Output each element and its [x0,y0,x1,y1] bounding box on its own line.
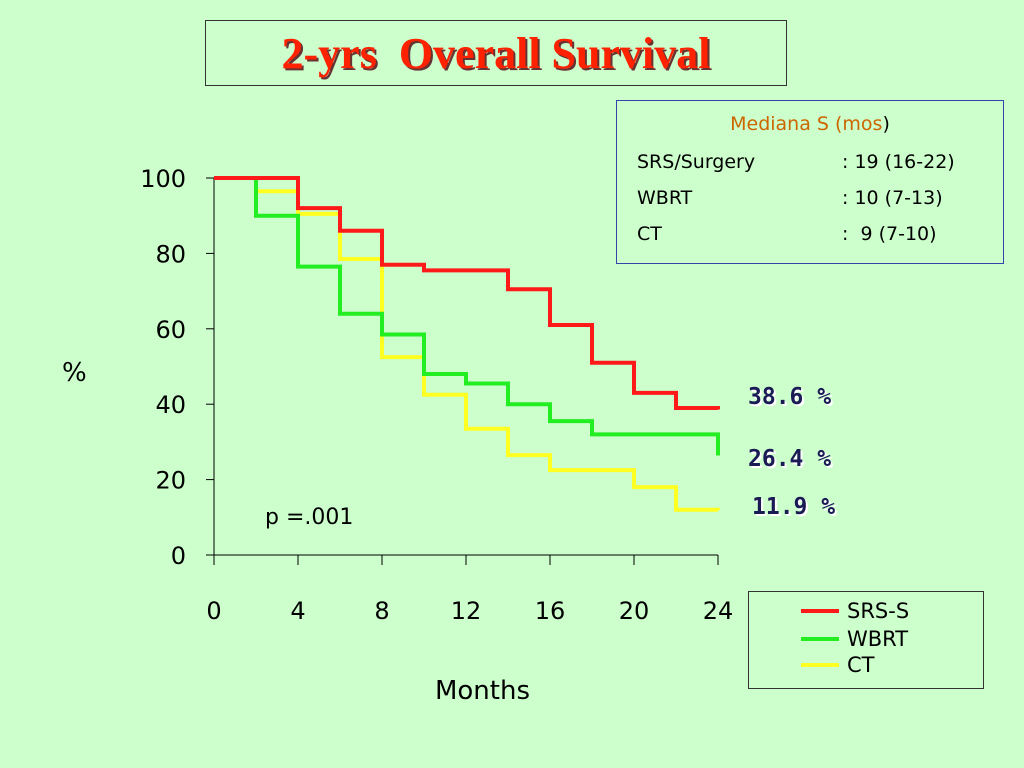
y-tick-label: 100 [140,165,186,193]
y-tick-label: 60 [155,316,186,344]
median-survival-box: Mediana S (mos) SRS/Surgery : 19 (16-22)… [616,100,1004,264]
median-row-label: WBRT [637,187,693,209]
legend-item-wbrt: WBRT [801,627,909,651]
x-tick-label: 12 [451,597,482,625]
y-tick-label: 0 [171,542,186,570]
legend-swatch-srs [801,609,839,613]
legend-swatch-wbrt [801,637,839,641]
chart-legend: SRS-S WBRT CT [748,591,984,689]
median-box-title: Mediana S (mos) [617,113,1003,135]
p-value-label: p =.001 [265,505,354,530]
end-label-ct: 11.9 % [752,494,836,520]
x-tick-label: 16 [535,597,566,625]
y-tick-label: 40 [155,391,186,419]
legend-item-srs: SRS-S [801,599,910,623]
y-axis-label: % [62,358,87,388]
x-axis-label: Months [434,676,531,706]
median-row-label: SRS/Surgery [637,151,756,173]
median-row-value: : 10 (7-13) [842,187,943,209]
end-label-srs: 38.6 % [748,384,832,410]
series-line-ct [214,176,720,512]
median-row-label: CT [637,223,662,245]
chart-series [214,176,720,512]
legend-label: CT [847,653,875,677]
x-tick-label: 0 [206,597,221,625]
series-line-wbrt [214,176,720,456]
series-line-srs-s [214,176,720,410]
chart-title: 2-yrs Overall Survival [281,28,711,78]
legend-label: SRS-S [847,599,910,623]
chart-axes [206,177,719,565]
median-box-title-text: Mediana S (mos [730,113,883,135]
x-tick-label: 20 [619,597,650,625]
x-tick-label: 24 [703,597,734,625]
y-tick-label: 80 [155,240,186,268]
legend-item-ct: CT [801,653,875,677]
chart-title-box: 2-yrs Overall Survival [205,20,787,86]
median-box-title-close: ) [882,113,890,135]
y-tick-label: 20 [155,467,186,495]
median-row-value: : 19 (16-22) [842,151,955,173]
chart-tick-labels: 100 80 60 40 20 00 4 8 12 16 20 24 [140,165,733,625]
x-tick-label: 8 [374,597,389,625]
end-label-wbrt: 26.4 % [748,446,832,472]
legend-label: WBRT [847,627,909,651]
median-row-value: : 9 (7-10) [842,223,937,245]
legend-swatch-ct [801,663,839,667]
x-tick-label: 4 [290,597,305,625]
